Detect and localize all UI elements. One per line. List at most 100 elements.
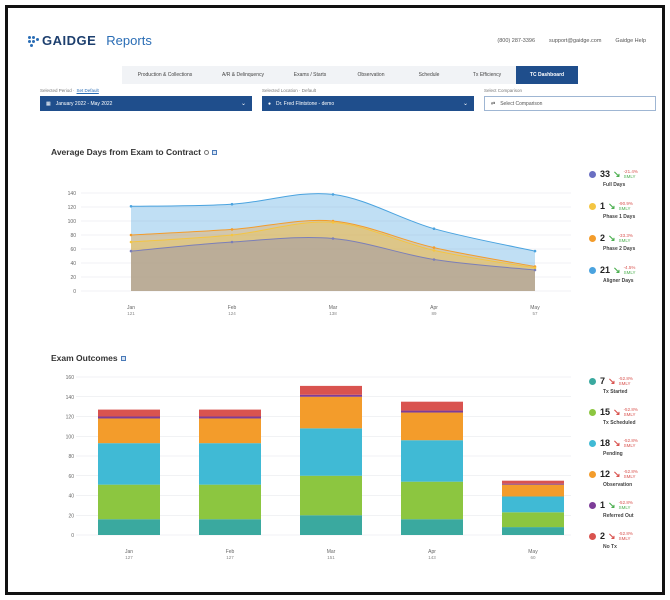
bar-segment-referred-out bbox=[300, 394, 362, 397]
bar-segment-tx-started bbox=[502, 527, 564, 535]
x-tick-label: May bbox=[530, 305, 540, 311]
x-tick-label: Feb bbox=[226, 549, 235, 555]
comparison-value: Select Comparison bbox=[500, 100, 543, 107]
legend-change: -52.8% SMLY bbox=[618, 376, 633, 386]
x-tick-sublabel: 57 bbox=[532, 311, 538, 316]
bar-segment-no-tx bbox=[199, 409, 261, 417]
data-point bbox=[432, 227, 436, 230]
bar-segment-tx-scheduled bbox=[199, 484, 261, 520]
legend-item-referred-out[interactable]: 1 ↘ -52.8% SMLY Referred Out bbox=[589, 499, 659, 519]
help-link[interactable]: Gaidge Help bbox=[615, 38, 646, 44]
legend-item-observation[interactable]: 12 ↘ -52.8% SMLY Observation bbox=[589, 468, 659, 488]
data-point bbox=[533, 249, 537, 253]
legend-change: -33.3% SMLY bbox=[618, 233, 633, 243]
legend-item-tx-scheduled[interactable]: 15 ↘ -52.8% SMLY Tx Scheduled bbox=[589, 406, 659, 426]
comparison-select[interactable]: ⇄ Select Comparison bbox=[484, 96, 656, 111]
step-production-collections[interactable]: Production & Collections bbox=[137, 72, 193, 78]
y-tick-label: 120 bbox=[66, 415, 75, 421]
top-links: (800) 287-3396 support@gaidge.com Gaidge… bbox=[497, 38, 646, 44]
legend-row: 7 ↘ -52.8% SMLY bbox=[589, 375, 659, 387]
data-point bbox=[230, 240, 234, 244]
section-title: Reports bbox=[106, 33, 152, 48]
legend-label: Aligner Days bbox=[603, 278, 634, 284]
legend-value: 2 bbox=[600, 233, 606, 243]
step-schedule[interactable]: Schedule bbox=[418, 72, 440, 78]
trend-down-icon: ↘ bbox=[613, 406, 621, 417]
legend-item-phase-1-days[interactable]: 1 ↘ -90.9% SMLY Phase 1 Days bbox=[589, 200, 659, 220]
x-tick-label: Feb bbox=[228, 305, 237, 311]
location-select[interactable]: ● Dr. Fred Flintstone - demo ⌄ bbox=[262, 96, 474, 111]
trend-down-icon: ↘ bbox=[613, 168, 621, 179]
step-exams-starts[interactable]: Exams / Starts bbox=[293, 72, 327, 78]
bar-segment-referred-out bbox=[502, 483, 564, 485]
legend-dot-icon bbox=[589, 470, 596, 478]
legend-item-phase-2-days[interactable]: 2 ↘ -33.3% SMLY Phase 2 Days bbox=[589, 232, 659, 252]
legend-dot-icon bbox=[589, 532, 596, 540]
data-point bbox=[533, 268, 537, 272]
bar-segment-no-tx bbox=[98, 409, 160, 417]
y-tick-label: 100 bbox=[66, 434, 75, 440]
legend-value: 18 bbox=[600, 438, 611, 448]
trend-down-icon: ↘ bbox=[613, 264, 621, 275]
exam-outcomes-title: Exam Outcomes bbox=[51, 353, 126, 363]
location-filter: Selected Location · Default ● Dr. Fred F… bbox=[262, 88, 474, 111]
legend-value: 1 bbox=[600, 201, 606, 211]
bar-segment-referred-out bbox=[98, 416, 160, 419]
legend-item-full-days[interactable]: 33 ↘ -21.4% SMLY Full Days bbox=[589, 168, 659, 188]
bar-segment-no-tx bbox=[502, 480, 564, 484]
legend-label: Pending bbox=[603, 451, 623, 457]
data-point bbox=[432, 249, 436, 252]
bar-segment-tx-scheduled bbox=[401, 481, 463, 520]
export-icon[interactable] bbox=[120, 355, 126, 361]
data-point bbox=[331, 237, 335, 240]
y-tick-label: 40 bbox=[68, 494, 74, 500]
legend-change: -52.8% SMLY bbox=[623, 438, 638, 448]
step-ar-delinquency[interactable]: A/R & Delinquency bbox=[222, 72, 264, 78]
x-tick-sublabel: 143 bbox=[428, 555, 436, 560]
legend-value: 7 bbox=[600, 376, 606, 386]
bar-segment-observation bbox=[300, 396, 362, 429]
legend-row: 18 ↘ -52.8% SMLY bbox=[589, 437, 659, 449]
legend-item-pending[interactable]: 18 ↘ -52.8% SMLY Pending bbox=[589, 437, 659, 457]
y-tick-label: 100 bbox=[68, 219, 77, 225]
legend-value: 21 bbox=[600, 265, 611, 275]
period-select[interactable]: ▦ January 2022 - May 2022 ⌄ bbox=[40, 96, 252, 111]
legend-row: 21 ↘ -4.5% SMLY bbox=[589, 264, 659, 276]
data-point bbox=[129, 233, 133, 237]
trend-down-icon: ↘ bbox=[613, 437, 621, 448]
step-tc-dashboard[interactable]: TC Dashboard bbox=[516, 66, 578, 84]
bar-segment-no-tx bbox=[401, 401, 463, 411]
logo[interactable]: GAIDGE Reports bbox=[28, 33, 152, 48]
legend-row: 33 ↘ -21.4% SMLY bbox=[589, 168, 659, 180]
data-point bbox=[129, 205, 133, 208]
set-default-link[interactable]: Set Default bbox=[76, 88, 99, 93]
data-point bbox=[533, 266, 537, 270]
step-tx-efficiency[interactable]: Tx Efficiency bbox=[472, 72, 502, 78]
data-point bbox=[230, 233, 234, 237]
export-icon[interactable] bbox=[211, 149, 217, 155]
legend-item-aligner-days[interactable]: 21 ↘ -4.5% SMLY Aligner Days bbox=[589, 264, 659, 284]
data-point bbox=[129, 240, 133, 244]
step-observation[interactable]: Observation bbox=[357, 72, 385, 78]
chevron-down-icon: ⌄ bbox=[240, 101, 246, 107]
y-tick-label: 160 bbox=[66, 375, 75, 381]
legend-item-no-tx[interactable]: 2 ↘ -52.8% SMLY No Tx bbox=[589, 530, 659, 550]
y-tick-label: 60 bbox=[68, 474, 74, 480]
legend-dot-icon bbox=[589, 234, 596, 242]
info-icon[interactable] bbox=[203, 149, 209, 155]
bar-segment-tx-scheduled bbox=[98, 484, 160, 520]
series-area-aligner-days bbox=[131, 193, 535, 291]
bar-segment-pending bbox=[98, 443, 160, 485]
bar-segment-observation bbox=[199, 418, 261, 444]
x-tick-label: Jan bbox=[127, 305, 135, 311]
legend-item-tx-started[interactable]: 7 ↘ -52.8% SMLY Tx Started bbox=[589, 375, 659, 395]
x-tick-label: Apr bbox=[428, 549, 436, 555]
x-tick-sublabel: 124 bbox=[228, 311, 236, 316]
chevron-down-icon: ⌄ bbox=[462, 101, 468, 107]
support-email-link[interactable]: support@gaidge.com bbox=[549, 38, 602, 44]
bar-segment-no-tx bbox=[300, 385, 362, 395]
data-point bbox=[331, 221, 335, 224]
phone-link[interactable]: (800) 287-3396 bbox=[497, 38, 536, 44]
header: GAIDGE Reports (800) 287-3396 support@ga… bbox=[8, 8, 662, 60]
